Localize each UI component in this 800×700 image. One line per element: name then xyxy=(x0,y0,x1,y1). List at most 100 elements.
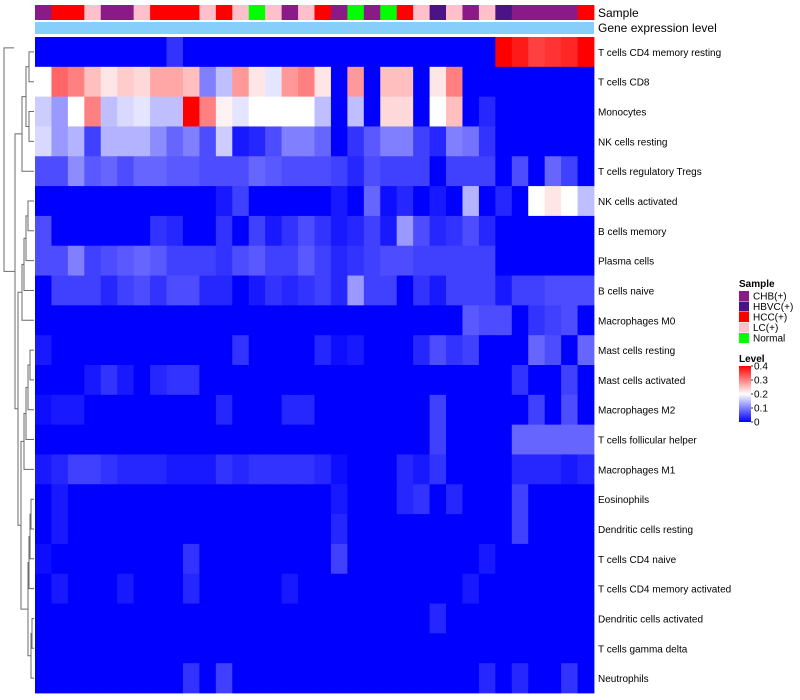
heatmap-cell xyxy=(281,484,299,515)
row-label: T cells CD4 memory resting xyxy=(598,48,721,59)
heatmap-cell xyxy=(413,514,430,545)
heatmap-cell xyxy=(150,484,167,515)
heatmap-cell xyxy=(462,335,480,366)
heatmap-cell xyxy=(544,37,562,68)
heatmap-cell xyxy=(495,543,513,575)
heatmap-cell xyxy=(429,186,447,217)
heatmap-cell xyxy=(166,37,184,68)
heatmap-cell xyxy=(215,633,233,664)
heatmap-cell xyxy=(511,126,529,157)
heatmap-cell xyxy=(396,365,414,396)
heatmap-cell xyxy=(232,126,250,157)
heatmap-cell xyxy=(577,424,595,455)
heatmap-cell xyxy=(363,394,381,426)
heatmap-cell xyxy=(511,335,529,366)
heatmap-cell xyxy=(199,96,217,127)
heatmap-cell xyxy=(117,603,135,634)
heatmap-cell xyxy=(35,305,52,336)
heatmap-cell xyxy=(281,245,299,276)
heatmap-cell xyxy=(544,275,562,306)
heatmap-cell xyxy=(577,66,595,98)
heatmap-cell xyxy=(35,186,52,217)
heatmap-cell xyxy=(67,245,85,276)
heatmap-cell xyxy=(232,514,250,545)
heatmap-cell xyxy=(133,543,151,575)
heatmap-cell xyxy=(446,156,463,187)
heatmap-cell xyxy=(462,37,480,68)
heatmap-cell xyxy=(133,484,151,515)
sample-bar-cell xyxy=(528,5,546,20)
heatmap-cell xyxy=(478,603,496,634)
dendrogram-root xyxy=(3,47,15,272)
heatmap-cell xyxy=(67,514,85,545)
heatmap-cell xyxy=(528,514,546,545)
sample-bar-cell xyxy=(67,5,85,20)
heatmap-cell xyxy=(347,215,365,247)
heatmap-cell xyxy=(577,126,595,157)
heatmap-cell xyxy=(396,275,414,306)
heatmap-cell xyxy=(51,633,69,664)
heatmap-cell xyxy=(528,245,546,276)
heatmap-cell xyxy=(166,156,184,187)
heatmap-cell xyxy=(166,335,184,366)
heatmap-cell xyxy=(281,186,299,217)
heatmap-cell xyxy=(182,335,200,366)
heatmap-cell xyxy=(347,603,365,634)
heatmap-cell xyxy=(462,186,480,217)
heatmap-cell xyxy=(215,514,233,545)
heatmap-cell xyxy=(182,37,200,68)
heatmap-cell xyxy=(347,66,365,98)
heatmap-cell xyxy=(314,186,332,217)
heatmap-cell xyxy=(281,424,299,455)
heatmap-cell xyxy=(150,633,167,664)
heatmap-cell xyxy=(380,66,398,98)
dendrogram-branch xyxy=(25,386,34,440)
heatmap-cell xyxy=(528,37,546,68)
heatmap-cell xyxy=(133,663,151,694)
heatmap-cell xyxy=(577,394,595,426)
heatmap-cell xyxy=(150,424,167,455)
heatmap-cell xyxy=(330,186,348,217)
heatmap-cell xyxy=(363,245,381,276)
heatmap-cell xyxy=(51,37,69,68)
heatmap-cell xyxy=(248,514,266,545)
heatmap-cell xyxy=(150,245,167,276)
heatmap-cell xyxy=(577,365,595,396)
heatmap-cell xyxy=(248,215,266,247)
heatmap-cell xyxy=(429,66,447,98)
heatmap-cell xyxy=(363,126,381,157)
heatmap-cell xyxy=(495,245,513,276)
heatmap-cell xyxy=(232,37,250,68)
heatmap-cell xyxy=(347,156,365,187)
heatmap-cell xyxy=(298,573,315,604)
heatmap-cell xyxy=(199,305,217,336)
heatmap-cell xyxy=(199,215,217,247)
heatmap-cell xyxy=(215,305,233,336)
heatmap-cell xyxy=(215,275,233,306)
heatmap-cell xyxy=(330,245,348,276)
heatmap-cell xyxy=(51,484,69,515)
heatmap-cell xyxy=(330,66,348,98)
heatmap-cell xyxy=(462,663,480,694)
heatmap-cell xyxy=(330,663,348,694)
heatmap-cell xyxy=(199,245,217,276)
heatmap-cell xyxy=(413,215,430,247)
heatmap-cell xyxy=(133,573,151,604)
heatmap-cell xyxy=(281,543,299,575)
heatmap-cell xyxy=(182,215,200,247)
heatmap-cell xyxy=(232,335,250,366)
gene-expression-track-label: Gene expression level xyxy=(598,21,717,35)
heatmap-cell xyxy=(544,454,562,485)
heatmap-cell xyxy=(363,543,381,575)
heatmap-cell xyxy=(182,633,200,664)
heatmap-cell xyxy=(248,156,266,187)
heatmap-cell xyxy=(117,514,135,545)
heatmap-cell xyxy=(248,573,266,604)
heatmap-cell xyxy=(363,66,381,98)
sample-bar-cell xyxy=(544,5,562,20)
heatmap-cell xyxy=(495,37,513,68)
heatmap-cell xyxy=(462,156,480,187)
heatmap-cell xyxy=(298,633,315,664)
dendrogram-branch xyxy=(28,51,34,83)
